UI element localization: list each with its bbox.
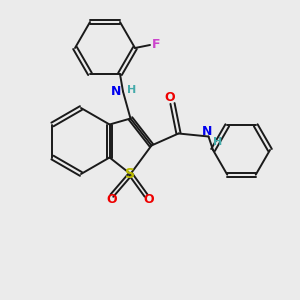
Text: S: S [125,167,136,181]
Text: H: H [214,137,223,147]
Text: N: N [111,85,122,98]
Text: O: O [164,91,175,104]
Text: N: N [202,124,212,138]
Text: O: O [144,193,154,206]
Text: H: H [127,85,136,95]
Text: F: F [152,38,161,52]
Text: O: O [106,193,117,206]
